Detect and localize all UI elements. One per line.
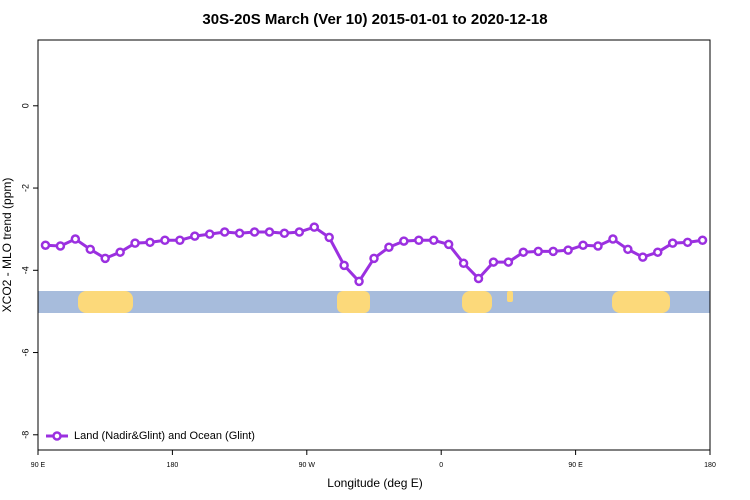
point xyxy=(518,247,529,257)
point xyxy=(548,246,558,257)
y-tick-label: -6 xyxy=(20,349,30,357)
point xyxy=(503,257,514,267)
point xyxy=(279,228,290,239)
point xyxy=(85,244,96,255)
x-tick-label: 180 xyxy=(167,462,179,469)
point xyxy=(369,253,379,264)
point xyxy=(234,228,245,239)
point xyxy=(70,234,81,244)
point xyxy=(100,253,110,264)
point xyxy=(414,235,424,246)
point xyxy=(294,227,305,237)
point xyxy=(309,222,320,232)
chart-title: 30S-20S March (Ver 10) 2015-01-01 to 202… xyxy=(202,11,547,28)
point xyxy=(264,227,275,237)
point xyxy=(443,239,454,250)
point xyxy=(667,238,678,248)
point xyxy=(339,260,349,271)
point xyxy=(608,234,618,244)
point xyxy=(399,236,409,246)
point xyxy=(697,235,708,246)
point xyxy=(638,252,648,262)
point xyxy=(652,247,663,257)
x-tick-label: 90 W xyxy=(299,462,316,469)
point xyxy=(533,246,544,257)
x-tick-label: 90 E xyxy=(568,462,583,469)
point xyxy=(623,244,633,255)
point xyxy=(428,235,439,246)
point xyxy=(40,240,51,250)
y-tick-label: -2 xyxy=(20,184,30,192)
land-ocean-band xyxy=(38,291,710,313)
y-tick-label: 0 xyxy=(20,103,30,108)
y-axis-label: XCO2 - MLO trend (ppm) xyxy=(0,178,14,313)
point xyxy=(324,232,334,243)
legend-marker xyxy=(52,431,62,441)
point xyxy=(160,235,170,246)
point xyxy=(488,257,499,267)
plot-frame xyxy=(37,39,711,451)
point xyxy=(384,242,394,253)
point xyxy=(354,276,364,287)
point xyxy=(249,227,260,237)
point xyxy=(458,258,469,269)
x-tick-label: 180 xyxy=(704,462,716,469)
point xyxy=(563,245,573,255)
x-tick-label: 90 E xyxy=(31,462,46,469)
y-tick-label: -8 xyxy=(20,431,30,439)
point xyxy=(175,235,185,246)
point xyxy=(593,241,603,251)
point xyxy=(578,240,588,250)
point xyxy=(130,238,140,248)
legend-label: Land (Nadir&Glint) and Ocean (Glint) xyxy=(74,430,255,442)
x-tick-label: 0 xyxy=(439,462,443,469)
y-tick-label: -4 xyxy=(20,266,30,274)
point xyxy=(115,247,125,257)
point xyxy=(219,227,230,237)
point xyxy=(145,237,155,248)
point xyxy=(55,241,66,251)
x-axis-label: Longitude (deg E) xyxy=(327,476,422,490)
point xyxy=(682,237,693,248)
point xyxy=(190,231,200,241)
point xyxy=(473,273,484,284)
point xyxy=(204,229,215,239)
